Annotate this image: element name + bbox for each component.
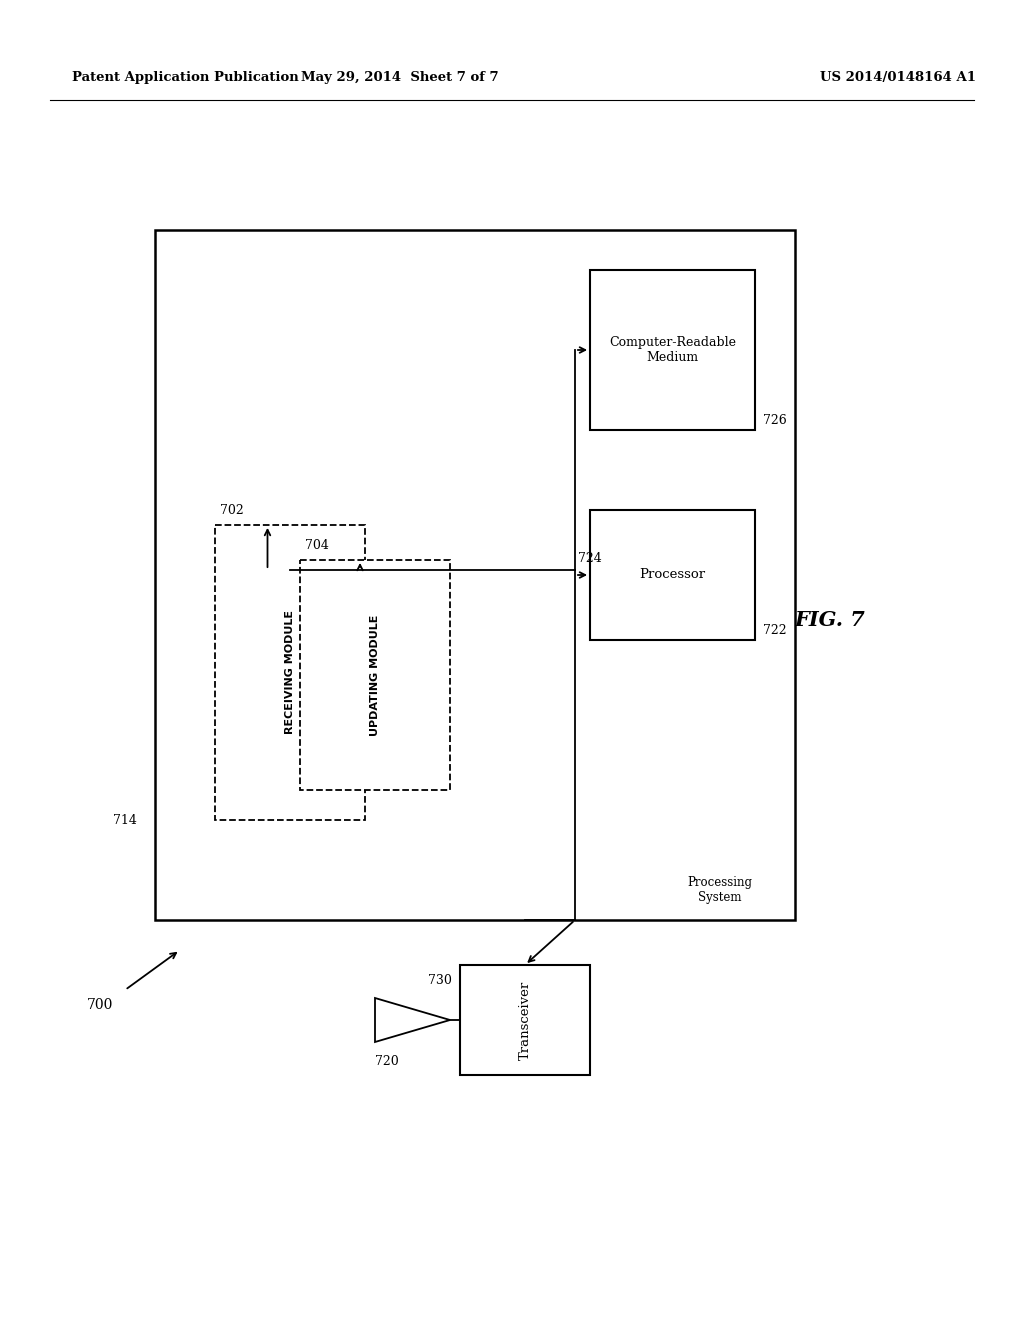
Bar bbox=[300, 560, 450, 789]
Bar bbox=[155, 230, 795, 920]
Text: Computer-Readable
Medium: Computer-Readable Medium bbox=[609, 337, 736, 364]
Polygon shape bbox=[375, 998, 450, 1041]
Bar bbox=[215, 525, 365, 820]
Text: 714: 714 bbox=[113, 813, 137, 826]
Text: FIG. 7: FIG. 7 bbox=[795, 610, 865, 630]
Bar bbox=[590, 510, 755, 640]
Text: 700: 700 bbox=[87, 998, 114, 1012]
Text: Processing
System: Processing System bbox=[687, 876, 753, 904]
Text: 724: 724 bbox=[578, 552, 602, 565]
Bar bbox=[590, 271, 755, 430]
Text: 730: 730 bbox=[428, 974, 452, 986]
Text: 726: 726 bbox=[763, 413, 786, 426]
Bar bbox=[460, 965, 590, 1074]
Text: 722: 722 bbox=[763, 623, 786, 636]
Text: US 2014/0148164 A1: US 2014/0148164 A1 bbox=[820, 71, 976, 84]
Text: 720: 720 bbox=[375, 1055, 398, 1068]
Text: Transceiver: Transceiver bbox=[518, 981, 531, 1060]
Text: May 29, 2014  Sheet 7 of 7: May 29, 2014 Sheet 7 of 7 bbox=[301, 71, 499, 84]
Text: Processor: Processor bbox=[639, 569, 706, 582]
Text: Patent Application Publication: Patent Application Publication bbox=[72, 71, 299, 84]
Text: 704: 704 bbox=[305, 539, 329, 552]
Text: RECEIVING MODULE: RECEIVING MODULE bbox=[285, 610, 295, 734]
Text: 702: 702 bbox=[220, 504, 244, 517]
Text: UPDATING MODULE: UPDATING MODULE bbox=[370, 614, 380, 735]
